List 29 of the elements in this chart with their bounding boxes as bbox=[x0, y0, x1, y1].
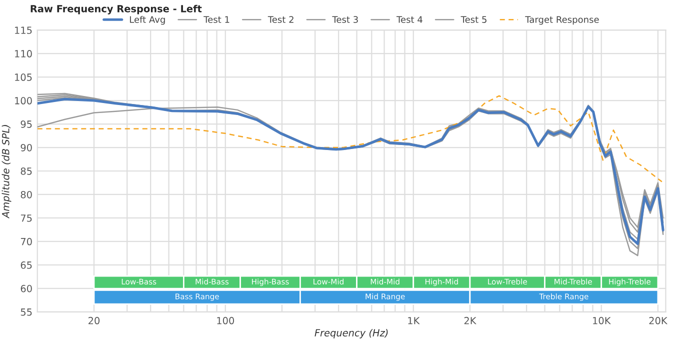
legend-label: Left Avg bbox=[130, 16, 165, 25]
y-tick-label: 90 bbox=[20, 144, 32, 152]
x-tick-label: 10K bbox=[593, 316, 611, 324]
legend-label: Test 5 bbox=[460, 16, 486, 23]
x-tick-label: 20 bbox=[88, 316, 100, 324]
legend-label: Test 1 bbox=[204, 16, 230, 23]
y-tick-label: 95 bbox=[20, 120, 32, 128]
chart-title: Raw Frequency Response - Left bbox=[30, 4, 202, 14]
y-axis-title: Amplitude (dB SPL) bbox=[2, 125, 12, 218]
y-tick-label: 85 bbox=[20, 167, 32, 175]
y-tick-label: 105 bbox=[15, 74, 32, 81]
y-tick-label: 65 bbox=[20, 261, 32, 269]
y-tick-label: 75 bbox=[20, 214, 32, 222]
y-tick-label: 115 bbox=[15, 26, 32, 34]
legend-label: Test 2 bbox=[268, 16, 294, 23]
y-tick-label: 60 bbox=[20, 284, 32, 292]
legend-label: Test 3 bbox=[332, 16, 358, 23]
y-tick-label: 100 bbox=[15, 97, 32, 104]
x-tick-label: 1K bbox=[408, 317, 420, 324]
y-tick-label: 70 bbox=[20, 238, 32, 246]
x-tick-label: 20K bbox=[649, 316, 668, 324]
x-axis-title: Frequency (Hz) bbox=[314, 328, 388, 338]
x-tick-label: 2K bbox=[464, 316, 476, 324]
legend-label: Test 4 bbox=[396, 16, 422, 23]
y-tick-label: 80 bbox=[20, 190, 32, 198]
y-tick-label: 55 bbox=[20, 308, 32, 316]
x-tick-label: 100 bbox=[217, 316, 234, 324]
legend-label: Target Response bbox=[525, 16, 599, 25]
y-tick-label: 110 bbox=[15, 50, 32, 58]
